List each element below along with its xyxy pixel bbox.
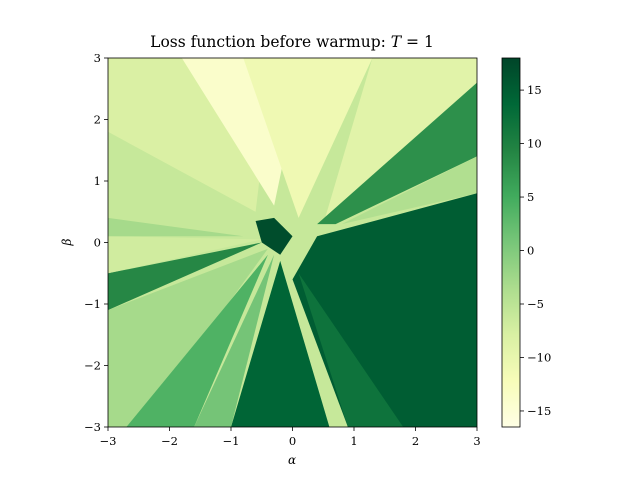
colorbar-tick-label: 0 [527, 244, 534, 258]
y-tick-label: 2 [94, 113, 101, 127]
y-tick-label: −1 [84, 297, 101, 311]
colorbar-ticks: −15 −10 −5 0 5 10 15 [520, 83, 551, 418]
colorbar-tick-label: −15 [527, 404, 551, 418]
x-axis-ticks: −3 −2 −1 0 1 2 3 [100, 427, 481, 448]
x-tick-label: 3 [473, 434, 480, 448]
y-tick-label: 3 [94, 51, 101, 65]
y-tick-label: 1 [94, 174, 101, 188]
colorbar-tick-label: −5 [527, 297, 544, 311]
chart-title: Loss function before warmup: T = 1 [150, 33, 434, 51]
colorbar-tick-label: 15 [527, 83, 542, 97]
y-tick-label: −3 [84, 420, 101, 434]
colorbar-tick-label: −10 [527, 350, 551, 364]
x-tick-label: 0 [289, 434, 296, 448]
heatmap-region-upper-right-wedge [323, 58, 477, 225]
heatmap-region-lower-left-green [126, 254, 268, 427]
x-tick-label: −2 [161, 434, 178, 448]
colorbar-tick-label: 10 [527, 137, 542, 151]
y-tick-label: 0 [94, 236, 101, 250]
y-axis-ticks: −3 −2 −1 0 1 2 3 [84, 51, 108, 434]
heatmap-region-left-upper-med-band [108, 217, 244, 237]
colorbar [501, 57, 521, 428]
colorbar-tick-label: 5 [527, 190, 534, 204]
heatmap-region-lower-right-med [298, 273, 404, 427]
heatmap-region-right-pale-strip [341, 156, 477, 225]
x-tick-label: −1 [223, 434, 240, 448]
x-tick-label: 2 [412, 434, 419, 448]
heatmap-region-left-pale-band [108, 236, 262, 274]
x-axis-label: α [288, 453, 296, 467]
heatmap-region-lower-mid-dark [231, 260, 330, 427]
heatmap-region-lower-mid-light [194, 254, 275, 427]
y-tick-label: −2 [84, 359, 101, 373]
heatmap-region-left-dark-band [108, 242, 262, 311]
heatmap-region-top-mid-wedge [243, 58, 373, 218]
heatmap-region-right-green-band [317, 82, 477, 225]
y-axis-label: β [60, 238, 74, 246]
x-tick-label: 1 [350, 434, 357, 448]
heatmap-region-center-blob [255, 217, 293, 255]
heatmap-region-lower-left-light [108, 248, 268, 427]
x-tick-label: −3 [100, 434, 117, 448]
heatmap-plot-area [108, 58, 477, 427]
